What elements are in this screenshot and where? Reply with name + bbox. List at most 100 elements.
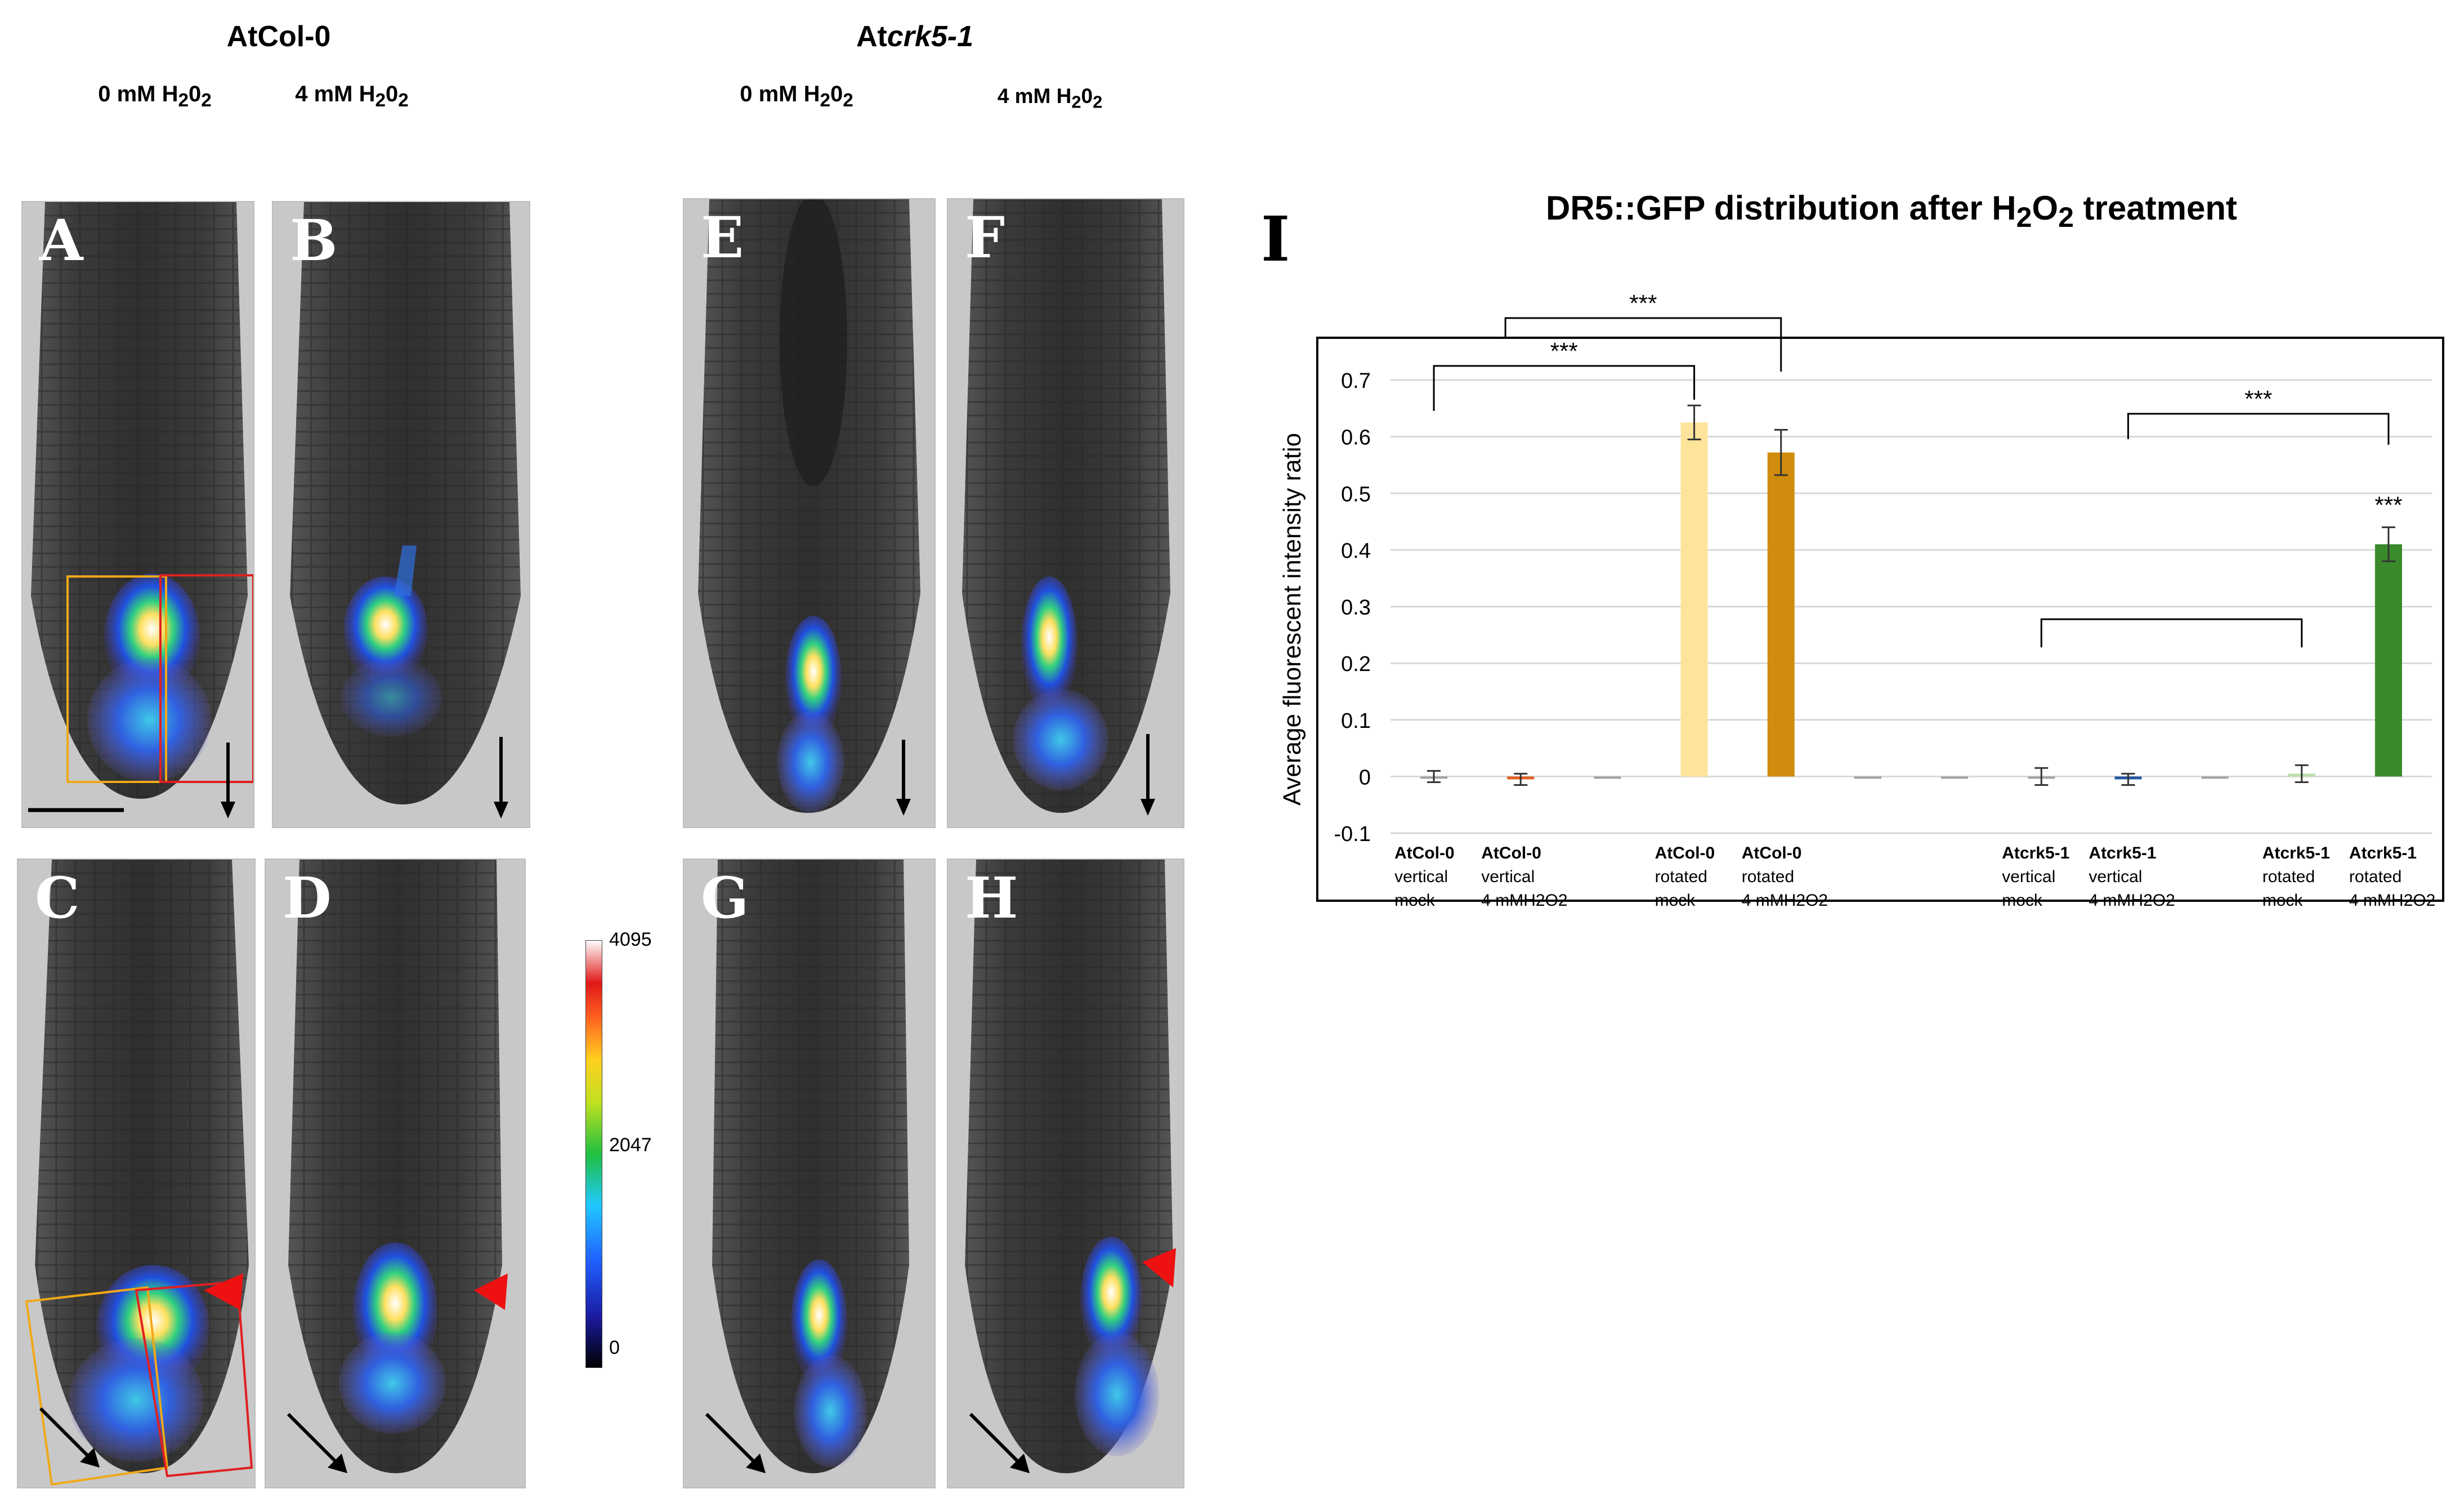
bar [1680,422,1708,777]
root-image-f [962,199,1170,816]
chart-title: DR5::GFP distribution after H2O2 treatme… [1546,189,2237,233]
x-tick-label: vertical [1481,867,1535,886]
y-tick-label: 0.1 [1341,709,1371,733]
x-tick-label: 4 mMH2O2 [2089,891,2175,910]
y-axis-label: Average fluorescent intensity ratio [1278,433,1306,806]
gravity-arrow-icon [746,1454,766,1473]
bar [2201,776,2229,779]
gravity-arrow-icon [1010,1454,1030,1473]
genotype-crk5-italic: crk5-1 [887,20,974,53]
x-tick-label: mock [2002,891,2043,910]
panel-label-b: B [290,207,338,274]
x-tick-label: Atcrk5-1 [2349,844,2417,862]
root-image-b [290,202,521,819]
significance-stars: *** [2374,492,2402,518]
panel-label-h: H [965,865,1018,931]
x-tick-label: AtCol-0 [1481,844,1541,862]
genotype-header-col0: AtCol-0 [186,20,372,53]
x-tick-label: AtCol-0 [1742,844,1802,862]
x-tick-label: mock [1394,891,1436,910]
y-tick-label: 0.5 [1341,482,1371,506]
significance-bracket [1504,317,1782,372]
treatment-label-col0-4mm: 4 mM H202 [295,82,409,111]
x-tick-label: AtCol-0 [1655,844,1715,862]
x-tick-label: rotated [1742,867,1794,886]
x-tick-label: mock [2262,891,2304,910]
micrograph-panel-e: E [683,198,936,828]
panel-label-i: I [1261,203,1290,275]
genotype-col0-text: AtCol-0 [226,20,331,53]
genotype-header-crk5: Atcrk5-1 [822,20,1008,53]
significance-bracket [2127,413,2390,445]
x-tick-label: vertical [2002,867,2055,886]
x-tick-label: mock [1655,891,1696,910]
x-tick-label: Atcrk5-1 [2262,844,2330,862]
y-tick-label: 0.4 [1341,539,1371,563]
root-image-h [965,860,1176,1473]
gravity-arrow-icon [1141,799,1155,816]
intensity-colorbar [585,940,603,1369]
root-image-a [28,202,253,819]
panel-label-e: E [701,204,744,271]
root-image-g [705,860,909,1473]
micrograph-panel-g: G [683,858,936,1488]
chart-frame [1316,337,2444,902]
x-tick-label: 4 mMH2O2 [1481,891,1567,910]
bar [2374,544,2402,777]
x-tick-label: rotated [2262,867,2315,886]
micrograph-panel-h: H [947,858,1184,1488]
roi-box-left [25,1286,169,1486]
arrowhead-marker-icon [204,1273,243,1310]
x-tick-label: AtCol-0 [1394,844,1455,862]
gravity-arrow-icon [221,802,235,819]
y-tick-label: -0.1 [1334,822,1371,846]
y-tick-label: 0.2 [1341,652,1371,676]
gravity-arrow-icon [328,1454,347,1473]
x-tick-label: rotated [2349,867,2402,886]
root-image-e [698,199,920,816]
significance-bracket [1433,365,1696,411]
significance-stars: *** [1629,290,1657,316]
y-tick-label: 0.6 [1341,426,1371,450]
x-tick-label: 4 mMH2O2 [1742,891,1828,910]
micrograph-panel-d: D [265,858,526,1488]
bar [1767,452,1795,777]
significance-stars: *** [2244,386,2272,412]
x-tick-label: vertical [2089,867,2142,886]
root-image-d [287,860,508,1473]
micrograph-panel-a: A [21,201,254,828]
roi-box-left [66,575,167,783]
panel-label-d: D [283,865,332,931]
genotype-crk5-prefix: At [856,20,887,53]
y-tick-label: 0.7 [1341,369,1371,393]
micrograph-panel-c: C [17,858,256,1488]
treatment-label-col0-0mm: 0 mM H202 [98,82,212,111]
treatment-label-crk5-4mm: 4 mM H202 [997,84,1103,112]
y-tick-label: 0.3 [1341,596,1371,620]
significance-stars: *** [1550,338,1578,364]
roi-box-right [135,1280,253,1478]
micrograph-panel-f: F [947,198,1184,828]
arrowhead-marker-icon [474,1273,508,1310]
y-tick-label: 0 [1359,766,1371,789]
bar-chart: -0.1 0 0.1 0.2 0.3 0.4 0.5 0.6 0.7 AtCol-0 vertic… [1278,290,2444,910]
roi-box-right [159,574,253,783]
bar [1941,776,1969,779]
panel-label-a: A [39,207,83,274]
colorbar-mid-label: 2047 [609,1134,652,1156]
root-image-c [25,860,253,1486]
panel-label-g: G [701,865,749,931]
x-tick-label: Atcrk5-1 [2002,844,2069,862]
micrograph-panel-b: B [272,201,530,828]
panel-label-f: F [965,204,1005,271]
bar [1594,776,1621,779]
panel-label-c: C [35,865,80,931]
x-tick-label: rotated [1655,867,1707,886]
gravity-arrow-icon [896,799,911,816]
x-tick-label: 4 mMH2O2 [2349,891,2435,910]
x-tick-label: Atcrk5-1 [2089,844,2156,862]
gravity-arrow-icon [80,1448,100,1468]
significance-bracket [2040,618,2303,647]
x-tick-label: vertical [1394,867,1448,886]
arrowhead-marker-icon [1142,1248,1176,1287]
